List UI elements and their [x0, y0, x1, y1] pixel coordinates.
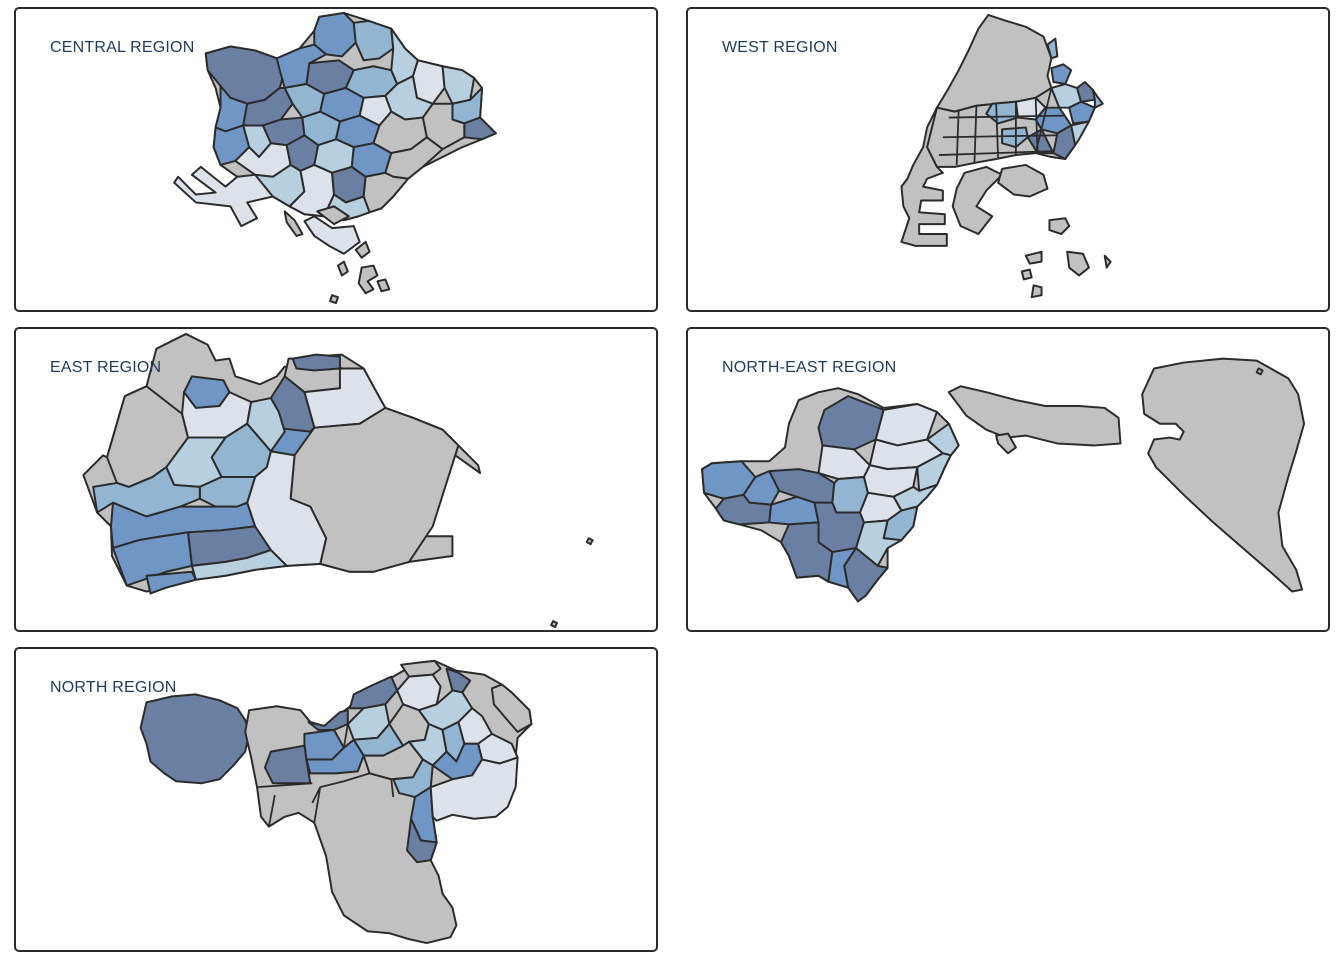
zone-boundary [256, 723, 395, 827]
zone [926, 422, 960, 457]
zone [1024, 250, 1043, 265]
zone [445, 667, 472, 694]
zone [1048, 217, 1071, 235]
zone [392, 758, 434, 799]
zone [1076, 81, 1096, 103]
panel-north-east-region: NORTH-EAST REGION [686, 327, 1330, 632]
zone [275, 43, 328, 89]
panel-title: WEST REGION [722, 39, 838, 56]
zone [348, 675, 399, 710]
zone [1091, 88, 1104, 109]
zone [406, 817, 438, 864]
zone [376, 278, 391, 293]
zone [947, 385, 1122, 447]
zone [263, 744, 312, 785]
zone [1030, 284, 1043, 299]
zone [291, 353, 341, 372]
zone [1001, 126, 1029, 149]
zone [1255, 367, 1264, 376]
zone [1068, 100, 1096, 125]
zone [951, 165, 1004, 235]
zone [550, 620, 559, 629]
zone [352, 19, 395, 62]
panel-title: NORTH REGION [50, 679, 177, 696]
zone [336, 260, 349, 277]
zone [173, 165, 274, 228]
zone [111, 531, 193, 587]
zone [585, 537, 594, 546]
zone [997, 163, 1049, 198]
zone [190, 549, 288, 581]
zone-boundary [938, 87, 1066, 165]
zone [1066, 250, 1090, 277]
zone [463, 116, 497, 141]
zone [827, 547, 858, 589]
panel-east-region: EAST REGION [14, 327, 658, 632]
zone [1020, 268, 1033, 281]
zone [1141, 357, 1306, 593]
zone [307, 709, 349, 731]
zone [316, 205, 350, 226]
zone [357, 264, 379, 295]
zone [490, 683, 533, 733]
zone [985, 100, 1019, 125]
panel-title: NORTH-EAST REGION [722, 359, 897, 376]
zone [139, 693, 251, 785]
zone [283, 210, 304, 237]
zone [900, 106, 948, 247]
zone [1103, 254, 1112, 269]
map-central [173, 11, 497, 305]
panel-title: EAST REGION [50, 359, 162, 376]
map-north [139, 659, 533, 945]
zone [354, 240, 371, 259]
zone [1050, 63, 1073, 85]
panel-title: CENTRAL REGION [50, 39, 195, 56]
zone [1052, 124, 1077, 160]
panel-central-region: CENTRAL REGION [14, 7, 658, 312]
map-north-east [701, 357, 1306, 603]
zone [995, 432, 1017, 455]
zone [780, 521, 834, 583]
zone [362, 171, 410, 214]
map-west [900, 13, 1112, 299]
panel-west-region: WEST REGION [686, 7, 1330, 312]
panel-north-region: NORTH REGION [14, 647, 658, 952]
zone [1046, 37, 1059, 60]
zone [429, 756, 519, 822]
zone [329, 294, 339, 305]
map-east [82, 332, 594, 629]
zone [145, 570, 197, 595]
zone [817, 395, 885, 451]
zone [400, 659, 442, 678]
zone [303, 215, 361, 255]
